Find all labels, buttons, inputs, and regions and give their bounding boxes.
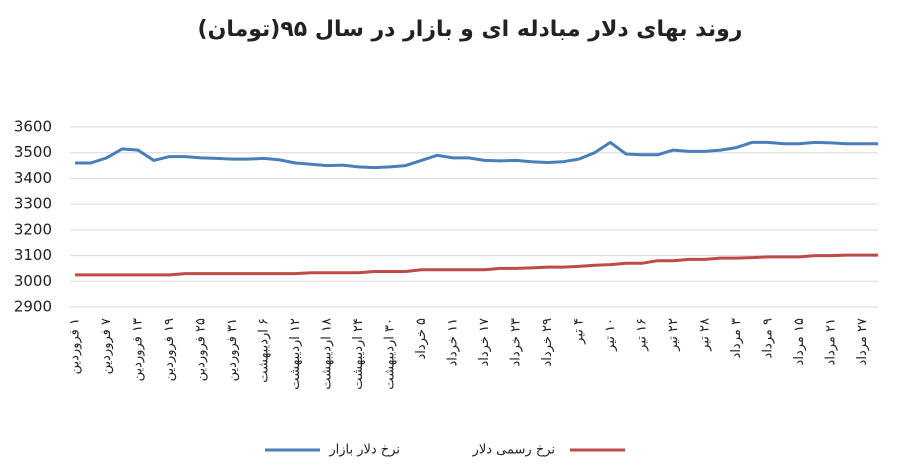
- x-tick-label: ۵ خرداد: [414, 318, 429, 360]
- line-series: [75, 140, 878, 170]
- x-tick-label: ۲۹ خرداد: [540, 318, 555, 367]
- x-tick-label: ۲۲ تیر: [666, 318, 681, 352]
- y-tick-label: 3300: [14, 195, 52, 213]
- legend-label: نرخ دلار بازار: [328, 443, 400, 458]
- line-series: [75, 253, 878, 277]
- y-tick-label: 3200: [14, 220, 52, 238]
- x-tick-label: ۱۸ اردیبهشت: [319, 318, 334, 390]
- x-tick-label: ۱۷ خرداد: [477, 318, 492, 367]
- y-tick-label: 3000: [14, 272, 52, 290]
- x-tick-label: ۱۶ تیر: [634, 318, 649, 352]
- x-tick-label: ۴ تیر: [571, 318, 586, 345]
- x-tick-label: ۱۳ فروردین: [130, 318, 145, 381]
- x-tick-label: ۶ اردیبهشت: [256, 318, 271, 383]
- y-tick-label: 2900: [14, 298, 52, 316]
- x-tick-label: ۲۷ مرداد: [855, 318, 870, 365]
- x-tick-label: ۱۵ مرداد: [792, 318, 807, 365]
- x-tick-label: ۱۲ اردیبهشت: [288, 318, 303, 390]
- x-tick-label: ۱ فروردین: [68, 318, 83, 374]
- y-tick-label: 3600: [14, 118, 52, 136]
- x-tick-label: ۱۱ خرداد: [445, 318, 460, 367]
- x-tick-label: ۷ فروردین: [99, 318, 114, 374]
- x-tick-label: ۳۰ اردیبهشت: [382, 318, 397, 390]
- x-tick-label: ۹ مرداد: [760, 318, 775, 358]
- x-tick-label: ۱۰ تیر: [603, 318, 618, 352]
- x-tick-label: ۲۳ خرداد: [508, 318, 523, 367]
- x-tick-label: ۳ مرداد: [729, 318, 744, 358]
- x-tick-label: ۲۵ فروردین: [193, 318, 208, 381]
- legend-label: نرخ رسمی دلار: [472, 443, 555, 458]
- y-tick-label: 3100: [14, 246, 52, 264]
- x-tick-label: ۲۱ مرداد: [823, 318, 838, 365]
- x-tick-label: ۱۹ فروردین: [162, 318, 177, 381]
- x-tick-label: ۳۱ فروردین: [225, 318, 240, 381]
- y-tick-label: 3500: [14, 143, 52, 161]
- x-tick-label: ۲۴ اردیبهشت: [351, 318, 366, 390]
- x-tick-label: ۲۸ تیر: [697, 318, 712, 352]
- y-tick-label: 3400: [14, 169, 52, 187]
- chart-title: روند بهای دلار مبادله ای و بازار در سال …: [198, 17, 743, 42]
